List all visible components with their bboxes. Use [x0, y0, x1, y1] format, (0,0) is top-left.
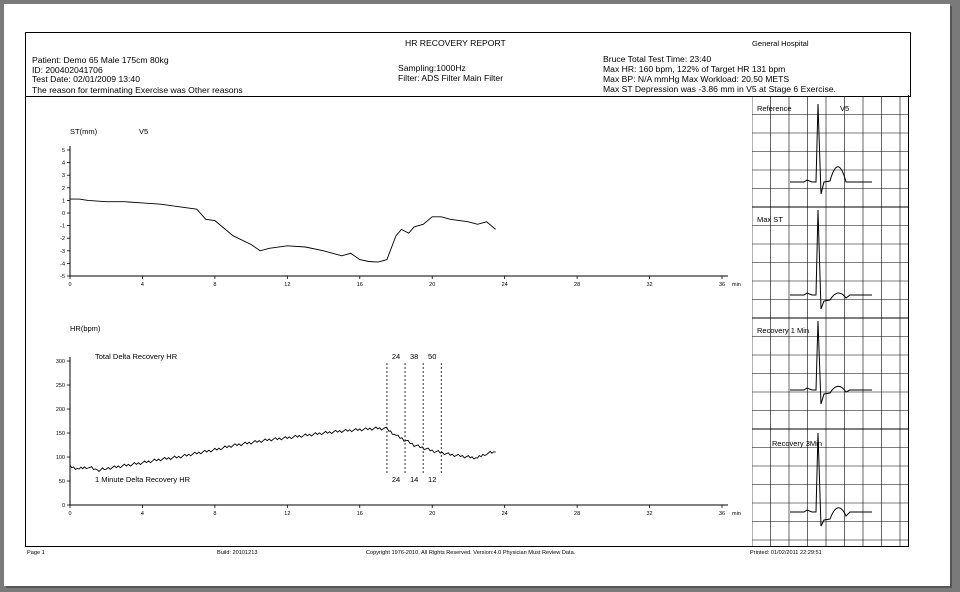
test-date: Test Date: 02/01/2009 13:40	[32, 74, 140, 84]
x-tick-label: 0	[68, 282, 71, 288]
sampling-rate: Sampling:1000Hz	[398, 63, 466, 73]
patient-info: Patient: Demo 65 Male 175cm 80kg	[32, 55, 169, 65]
filter-info: Filter: ADS Filter Main Filter	[398, 73, 504, 83]
total-delta-label: Total Delta Recovery HR	[95, 352, 178, 361]
total-delta-value: 50	[428, 352, 436, 361]
x-tick-label: 8	[213, 282, 216, 288]
ecg-panel-1: Max ST	[757, 209, 872, 310]
y-tick-label: -3	[60, 249, 65, 255]
x-unit-label: min	[732, 282, 741, 288]
y-tick-label: 4	[62, 161, 65, 167]
hospital-name: General Hospital	[752, 39, 809, 48]
x-tick-label: 12	[284, 282, 290, 288]
y-tick-label: -5	[60, 274, 65, 280]
report-header	[25, 32, 911, 97]
chart-title: HR(bpm)	[70, 324, 101, 333]
x-tick-label: 36	[719, 511, 725, 517]
y-tick-label: 0	[62, 503, 65, 509]
lead-label: V5	[139, 127, 148, 136]
y-tick-label: 250	[56, 383, 65, 389]
ecg-strips: Reference V5 Max ST Recovery 1 Min Recovery …	[752, 96, 909, 547]
x-tick-label: 8	[213, 511, 216, 517]
max-bp-info: Max BP: N/A mmHg Max Workload: 20.50 MET…	[603, 74, 790, 84]
chart-title: ST(mm)	[70, 127, 98, 136]
y-tick-label: 1	[62, 198, 65, 204]
x-tick-label: 4	[141, 282, 144, 288]
ecg-panel-label: Recovery 1 Min	[757, 326, 809, 335]
x-tick-label: 24	[502, 511, 508, 517]
y-tick-label: -2	[60, 236, 65, 242]
x-tick-label: 4	[141, 511, 144, 517]
series-line	[69, 426, 496, 473]
x-tick-label: 12	[284, 511, 290, 517]
y-tick-label: 100	[56, 455, 65, 461]
patient-id: ID: 200402041706	[32, 65, 103, 75]
x-tick-label: 16	[357, 282, 363, 288]
termination-reason: The reason for terminating Exercise was …	[32, 85, 243, 95]
ecg-panel-3: Recovery 3Min	[772, 432, 872, 527]
x-tick-label: 20	[429, 282, 435, 288]
series-line	[70, 198, 496, 263]
footer-copyright: Copyright 1976-2010, All Rights Reserved…	[366, 550, 576, 556]
total-delta-value: 38	[410, 352, 418, 361]
ecg-panel-2: Recovery 1 Min	[757, 320, 872, 405]
max-hr-info: Max HR: 160 bpm, 122% of Target HR 131 b…	[603, 64, 786, 74]
ecg-panel-label: Max ST	[757, 215, 783, 224]
max-st-info: Max ST Depression was -3.86 mm in V5 at …	[603, 84, 836, 94]
y-tick-label: 200	[56, 407, 65, 413]
y-tick-label: 50	[59, 479, 65, 485]
x-tick-label: 32	[646, 511, 652, 517]
ecg-panel-label: Reference	[757, 104, 792, 113]
x-tick-label: 0	[68, 511, 71, 517]
ecg-lead-label: V5	[840, 104, 849, 113]
y-tick-label: 150	[56, 431, 65, 437]
ecg-panel-0: Reference V5	[757, 103, 872, 195]
chart-1: 0 50 100 150 200 250 300 0 4 8 12 16 20 24 28 32 36 min HR…	[56, 324, 741, 517]
footer-build: Build: 20101213	[217, 550, 258, 556]
minute-delta-label: 1 Minute Delta Recovery HR	[95, 475, 191, 484]
y-tick-label: -4	[60, 261, 65, 267]
footer-page: Page 1	[27, 550, 45, 556]
y-tick-label: 2	[62, 186, 65, 192]
x-tick-label: 16	[357, 511, 363, 517]
ecg-trace	[790, 103, 872, 195]
y-tick-label: 0	[62, 211, 65, 217]
x-tick-label: 32	[646, 282, 652, 288]
y-tick-label: 300	[56, 359, 65, 365]
report-title: HR RECOVERY REPORT	[405, 38, 506, 48]
minute-delta-value: 14	[410, 475, 418, 484]
protocol-info: Bruce Total Test Time: 23:40	[603, 54, 712, 64]
x-tick-label: 28	[574, 282, 580, 288]
y-tick-label: 5	[62, 148, 65, 154]
total-delta-value: 24	[392, 352, 400, 361]
footer-printed: Printed: 01/02/2011 22:29:51	[750, 550, 822, 556]
y-tick-label: 3	[62, 173, 65, 179]
x-tick-label: 24	[502, 282, 508, 288]
y-tick-label: -1	[60, 224, 65, 230]
ecg-trace	[790, 432, 872, 527]
minute-delta-value: 24	[392, 475, 400, 484]
x-tick-label: 36	[719, 282, 725, 288]
minute-delta-value: 12	[428, 475, 436, 484]
x-tick-label: 20	[429, 511, 435, 517]
ecg-trace	[790, 320, 872, 405]
ecg-trace	[790, 209, 872, 310]
x-unit-label: min	[732, 511, 741, 517]
x-tick-label: 28	[574, 511, 580, 517]
ecg-panel-label: Recovery 3Min	[772, 439, 822, 448]
